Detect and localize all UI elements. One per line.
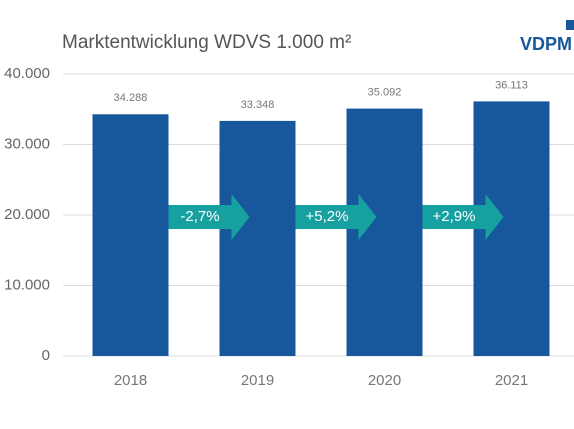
y-tick-label: 10.000 [4,276,50,293]
y-tick-label: 30.000 [4,135,50,152]
annotation: +5,2% [306,208,349,225]
x-tick-label: 2021 [495,372,528,389]
logo-mark [566,20,574,30]
x-tick-label: 2019 [241,372,274,389]
x-tick-label: 2018 [114,372,147,389]
chart-title: Marktentwicklung WDVS 1.000 m² [62,32,351,53]
bar [219,120,296,356]
y-tick-label: 0 [42,347,50,364]
bar [346,108,423,356]
y-tick-label: 40.000 [4,65,50,82]
arrow [422,194,504,240]
y-tick-label: 20.000 [4,206,50,223]
value-label: 36.113 [495,79,528,91]
value-label: 34.288 [114,92,148,104]
annotation: -2,7% [180,208,219,225]
arrow [295,194,377,240]
bar [92,114,169,357]
value-label: 35.092 [368,87,402,99]
x-tick-label: 2020 [368,372,401,389]
annotation: +2,9% [433,208,476,225]
logo: VDPM [520,34,572,54]
arrow [168,194,250,240]
value-label: 33.348 [241,99,275,111]
